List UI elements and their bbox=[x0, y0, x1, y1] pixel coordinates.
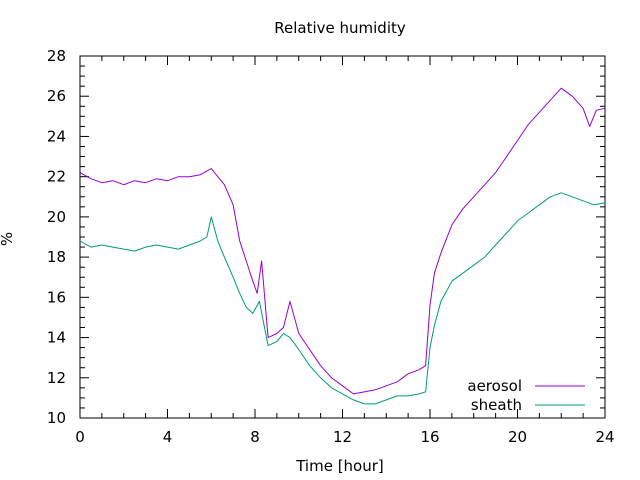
y-tick-label: 22 bbox=[47, 168, 66, 186]
axis-tick-labels: 0 4 8 12 16 20 24 10 12 14 16 18 20 22 24 26 28 bbox=[47, 47, 615, 446]
x-tick-label: 20 bbox=[508, 428, 527, 446]
y-axis-label: % bbox=[0, 232, 16, 246]
plot-frame bbox=[79, 55, 606, 419]
x-tick-label: 12 bbox=[333, 428, 352, 446]
legend-label-sheath: sheath bbox=[471, 396, 522, 414]
legend-label-aerosol: aerosol bbox=[467, 377, 522, 395]
series-line-sheath bbox=[79, 192, 606, 405]
y-tick-label: 24 bbox=[47, 127, 66, 145]
x-tick-label: 0 bbox=[75, 428, 85, 446]
y-tick-label: 18 bbox=[47, 248, 66, 266]
y-tick-label: 12 bbox=[47, 369, 66, 387]
y-tick-label: 10 bbox=[47, 409, 66, 427]
x-tick-label: 8 bbox=[250, 428, 260, 446]
y-tick-label: 14 bbox=[47, 329, 66, 347]
x-tick-label: 4 bbox=[163, 428, 173, 446]
x-tick-label: 16 bbox=[420, 428, 439, 446]
axis-ticks bbox=[79, 55, 606, 419]
x-tick-label: 24 bbox=[595, 428, 614, 446]
y-tick-label: 26 bbox=[47, 87, 66, 105]
y-tick-label: 16 bbox=[47, 288, 66, 306]
series-line-aerosol bbox=[79, 87, 606, 395]
x-axis-label: Time [hour] bbox=[295, 457, 384, 475]
y-tick-label: 20 bbox=[47, 208, 66, 226]
series-layer bbox=[79, 87, 606, 405]
y-tick-label: 28 bbox=[47, 47, 66, 65]
chart-title: Relative humidity bbox=[274, 19, 406, 37]
